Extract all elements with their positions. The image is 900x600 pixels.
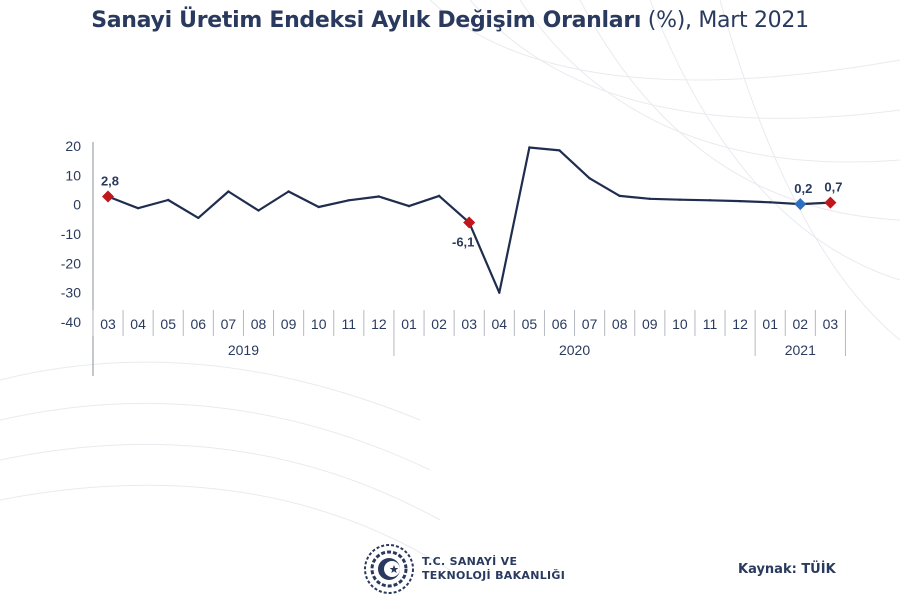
- x-tick-label: 06: [552, 316, 568, 332]
- ministry-name-line1: T.C. SANAYİ VE: [422, 555, 518, 568]
- x-tick-label: 02: [793, 316, 809, 332]
- y-tick-label: -40: [61, 314, 81, 330]
- y-tick-label: -20: [61, 255, 81, 271]
- x-tick-label: 08: [251, 316, 267, 332]
- highlight-marker: [794, 198, 807, 211]
- data-point: [257, 209, 260, 212]
- data-label: 0,2: [794, 181, 812, 196]
- year-label: 2020: [559, 342, 590, 358]
- ministry-name: T.C. SANAYİ VE TEKNOLOJİ BAKANLIĞI: [422, 555, 565, 583]
- data-point: [347, 199, 350, 202]
- y-tick-label: -10: [61, 226, 81, 242]
- chart-title: Sanayi Üretim Endeksi Aylık Değişim Oran…: [0, 8, 900, 33]
- x-tick-label: 10: [672, 316, 688, 332]
- data-point: [167, 198, 170, 202]
- x-tick-label: 06: [191, 316, 207, 332]
- data-point: [317, 205, 320, 209]
- data-point: [618, 194, 621, 198]
- highlight-marker: [102, 190, 114, 203]
- data-point: [769, 201, 772, 204]
- x-tick-label: 11: [342, 316, 357, 332]
- highlight-marker: [824, 196, 837, 209]
- chart-title-main: Sanayi Üretim Endeksi Aylık Değişim Oran…: [91, 8, 642, 33]
- x-tick-label: 03: [100, 316, 116, 332]
- data-point: [588, 177, 591, 180]
- data-point: [287, 190, 290, 193]
- data-point: [136, 206, 140, 210]
- y-tick-label: 20: [65, 138, 81, 154]
- x-tick-label: 07: [221, 316, 237, 332]
- data-label: 0,7: [824, 180, 842, 195]
- y-tick-label: 10: [65, 167, 81, 183]
- x-tick-label: 02: [431, 316, 447, 332]
- x-tick-label: 03: [823, 316, 839, 332]
- data-point: [437, 194, 441, 198]
- chart-title-suffix: (%), Mart 2021: [641, 8, 809, 33]
- x-tick-label: 12: [371, 316, 387, 332]
- data-point: [227, 190, 230, 193]
- y-tick-label: -30: [61, 285, 81, 301]
- data-point: [528, 146, 531, 149]
- data-point: [407, 204, 411, 208]
- x-tick-label: 05: [160, 316, 176, 332]
- x-tick-label: 03: [461, 316, 477, 332]
- x-tick-label: 01: [762, 316, 778, 332]
- data-point: [377, 195, 381, 198]
- data-point: [197, 216, 200, 220]
- data-point: [648, 197, 651, 200]
- data-label: -6,1: [452, 235, 474, 250]
- x-tick-label: 04: [492, 316, 508, 332]
- data-point: [498, 291, 501, 294]
- data-point: [558, 149, 561, 152]
- x-tick-label: 05: [522, 316, 538, 332]
- x-tick-label: 09: [642, 316, 658, 332]
- data-point: [708, 199, 712, 202]
- highlight-marker: [463, 216, 476, 229]
- source-label: Kaynak: TÜİK: [738, 562, 836, 577]
- x-tick-label: 07: [582, 316, 598, 332]
- year-label: 2019: [228, 342, 259, 358]
- x-tick-label: 01: [401, 316, 417, 332]
- x-tick-label: 04: [130, 316, 146, 332]
- x-tick-label: 09: [281, 316, 297, 332]
- x-tick-label: 10: [311, 316, 327, 332]
- ministry-logo-icon: [364, 544, 414, 594]
- y-tick-label: 0: [73, 197, 81, 213]
- data-point: [738, 199, 742, 203]
- x-tick-label: 08: [612, 316, 628, 332]
- x-tick-label: 11: [703, 316, 718, 332]
- year-label: 2021: [785, 342, 816, 358]
- ministry-name-line2: TEKNOLOJİ BAKANLIĞI: [422, 569, 566, 582]
- data-label: 2,8: [101, 173, 119, 188]
- data-point: [678, 198, 682, 201]
- x-tick-label: 12: [732, 316, 748, 332]
